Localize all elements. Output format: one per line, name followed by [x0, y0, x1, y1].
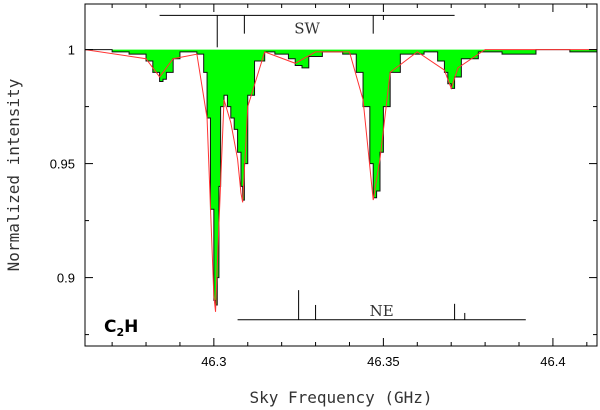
model-fit-line — [85, 49, 597, 312]
y-tick-label: 0.95 — [50, 157, 75, 172]
marker-label-sw: SW — [294, 19, 320, 37]
plot-frame — [84, 3, 598, 347]
marker-label-ne: NE — [370, 302, 394, 320]
x-tick-label: 46.4 — [540, 354, 565, 369]
molecule-label: C2H — [104, 317, 138, 339]
x-tick-label: 46.3 — [201, 354, 226, 369]
molecule-main: C — [104, 317, 116, 337]
marker-layer: SW NE — [159, 14, 526, 321]
tick-layer: 46.3 46.35 46.4 0.9 0.95 1 — [50, 4, 597, 369]
molecule-subscript: 2 — [116, 326, 124, 339]
y-tick-label: 0.9 — [57, 271, 75, 286]
molecule-tail: H — [124, 317, 138, 337]
x-tick-label: 46.35 — [367, 354, 400, 369]
observed-spectrum-line — [85, 49, 597, 306]
y-axis-title: Normalized intensity — [4, 78, 23, 271]
plot-layer — [85, 49, 597, 312]
y-tick-label: 1 — [68, 43, 75, 58]
observed-spectrum-fill — [85, 49, 597, 305]
x-axis-title: Sky Frequency (GHz) — [249, 388, 432, 407]
